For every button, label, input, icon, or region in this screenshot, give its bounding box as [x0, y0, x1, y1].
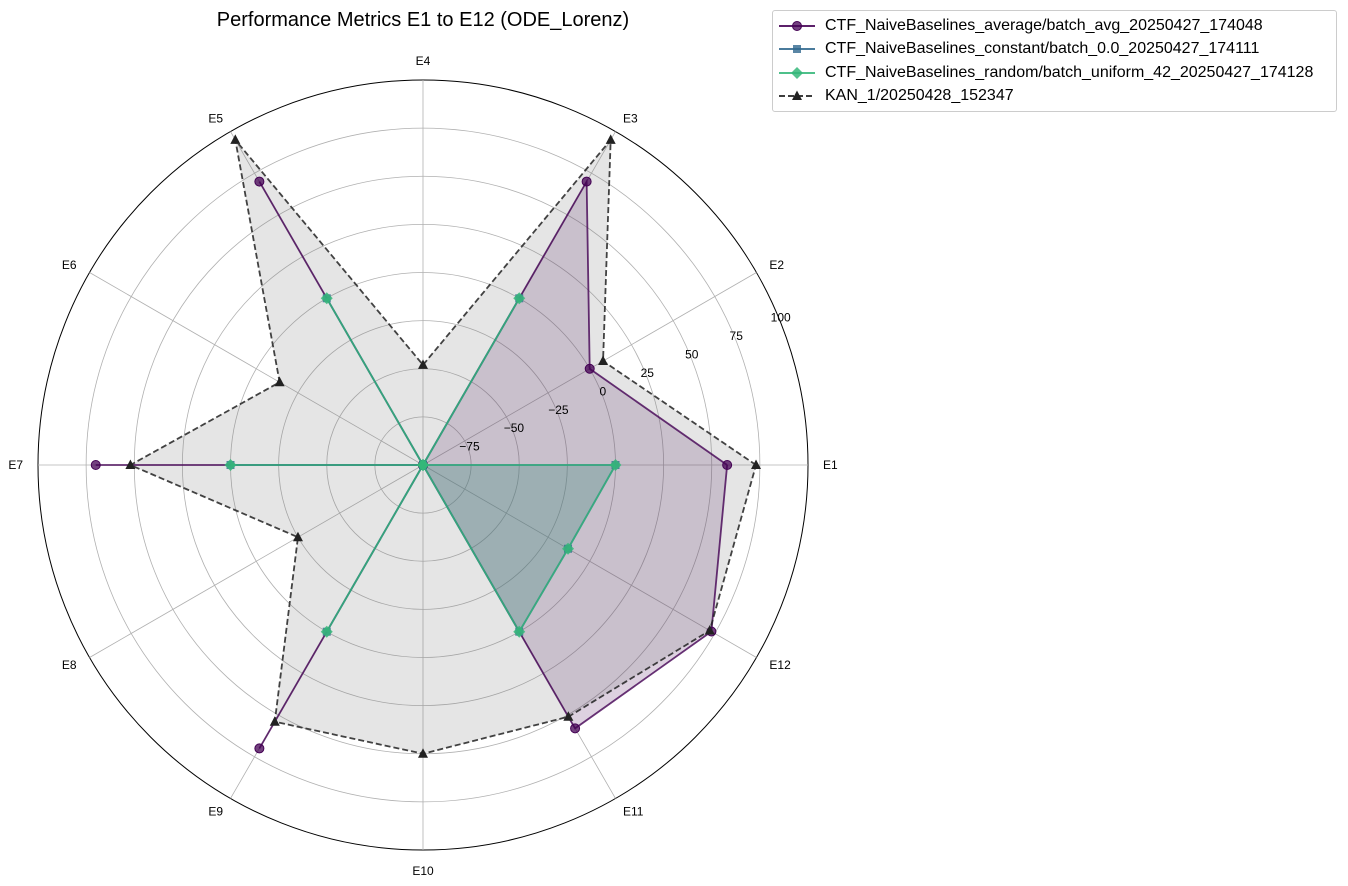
data-point: [793, 45, 801, 54]
legend-swatch: [779, 45, 815, 54]
category-label: E11: [623, 804, 644, 818]
radial-tick-label: 100: [771, 311, 791, 325]
radial-tick-label: 75: [730, 329, 744, 343]
category-label: E9: [208, 804, 223, 818]
category-label: E4: [416, 54, 431, 68]
category-label: E5: [208, 112, 223, 126]
data-point: [513, 292, 526, 305]
data-point: [563, 711, 574, 721]
radial-tick-label: 50: [685, 348, 699, 362]
data-point: [570, 723, 581, 734]
category-label: E1: [823, 458, 838, 472]
data-point: [320, 625, 333, 638]
category-label: E2: [769, 258, 784, 272]
legend-swatch: [779, 20, 815, 31]
legend-item: CTF_NaiveBaselines_random/batch_uniform_…: [773, 61, 1336, 85]
data-point: [605, 134, 616, 144]
data-point: [125, 459, 136, 469]
data-point: [254, 176, 265, 187]
legend-label: CTF_NaiveBaselines_average/batch_avg_202…: [825, 16, 1263, 34]
data-point: [792, 90, 802, 101]
category-label: E8: [62, 658, 77, 672]
category-label: E10: [412, 864, 434, 878]
chart-title: Performance Metrics E1 to E12 (ODE_Loren…: [217, 9, 629, 31]
data-point: [609, 459, 622, 471]
data-point: [598, 355, 609, 366]
legend-item: CTF_NaiveBaselines_constant/batch_0.0_20…: [773, 38, 1336, 62]
radar-series: [90, 134, 762, 758]
data-point: [581, 176, 592, 187]
radial-tick-label: −25: [548, 403, 569, 417]
radial-tick-label: −50: [504, 421, 525, 435]
data-point: [722, 460, 733, 470]
radar-spoke: [422, 464, 757, 658]
legend-label: KAN_1/20250428_152347: [825, 87, 1014, 105]
radial-tick-label: 25: [641, 366, 655, 380]
data-point: [230, 134, 241, 144]
legend: CTF_NaiveBaselines_average/batch_avg_202…: [772, 10, 1337, 112]
data-point: [792, 20, 802, 31]
radar-spoke: [89, 272, 424, 466]
category-label: E6: [62, 258, 77, 272]
category-label: E3: [623, 112, 638, 126]
legend-label: CTF_NaiveBaselines_random/batch_uniform_…: [825, 63, 1314, 81]
radial-tick-label: 0: [600, 384, 607, 398]
data-point: [704, 625, 715, 635]
legend-swatch: [779, 66, 815, 79]
data-point: [254, 743, 265, 754]
data-point: [274, 376, 285, 387]
data-point: [418, 359, 428, 369]
legend-item: CTF_NaiveBaselines_average/batch_avg_202…: [773, 14, 1336, 38]
data-point: [562, 542, 575, 555]
data-point: [269, 716, 280, 726]
series-area: [130, 139, 757, 754]
data-point: [417, 459, 429, 471]
data-point: [751, 459, 762, 469]
data-point: [90, 460, 101, 470]
radar-spoke: [89, 464, 424, 658]
category-label: E7: [8, 458, 23, 472]
data-point: [292, 531, 303, 542]
radial-tick-label: −75: [459, 440, 480, 454]
data-point: [418, 748, 428, 758]
legend-swatch: [779, 90, 815, 101]
series-area: [95, 181, 728, 749]
legend-item: KAN_1/20250428_152347: [773, 85, 1336, 109]
data-point: [320, 292, 333, 305]
radar-labels: −75 −50 −25 0 25 50 75 100 E1 E2 E3 E4 E5 E6 E7 E8 E9 E10…: [8, 54, 838, 878]
data-point: [513, 625, 526, 638]
data-point: [224, 459, 237, 471]
data-point: [584, 363, 595, 374]
category-label: E12: [769, 658, 791, 672]
data-point: [791, 66, 803, 79]
legend-label: CTF_NaiveBaselines_constant/batch_0.0_20…: [825, 40, 1260, 58]
